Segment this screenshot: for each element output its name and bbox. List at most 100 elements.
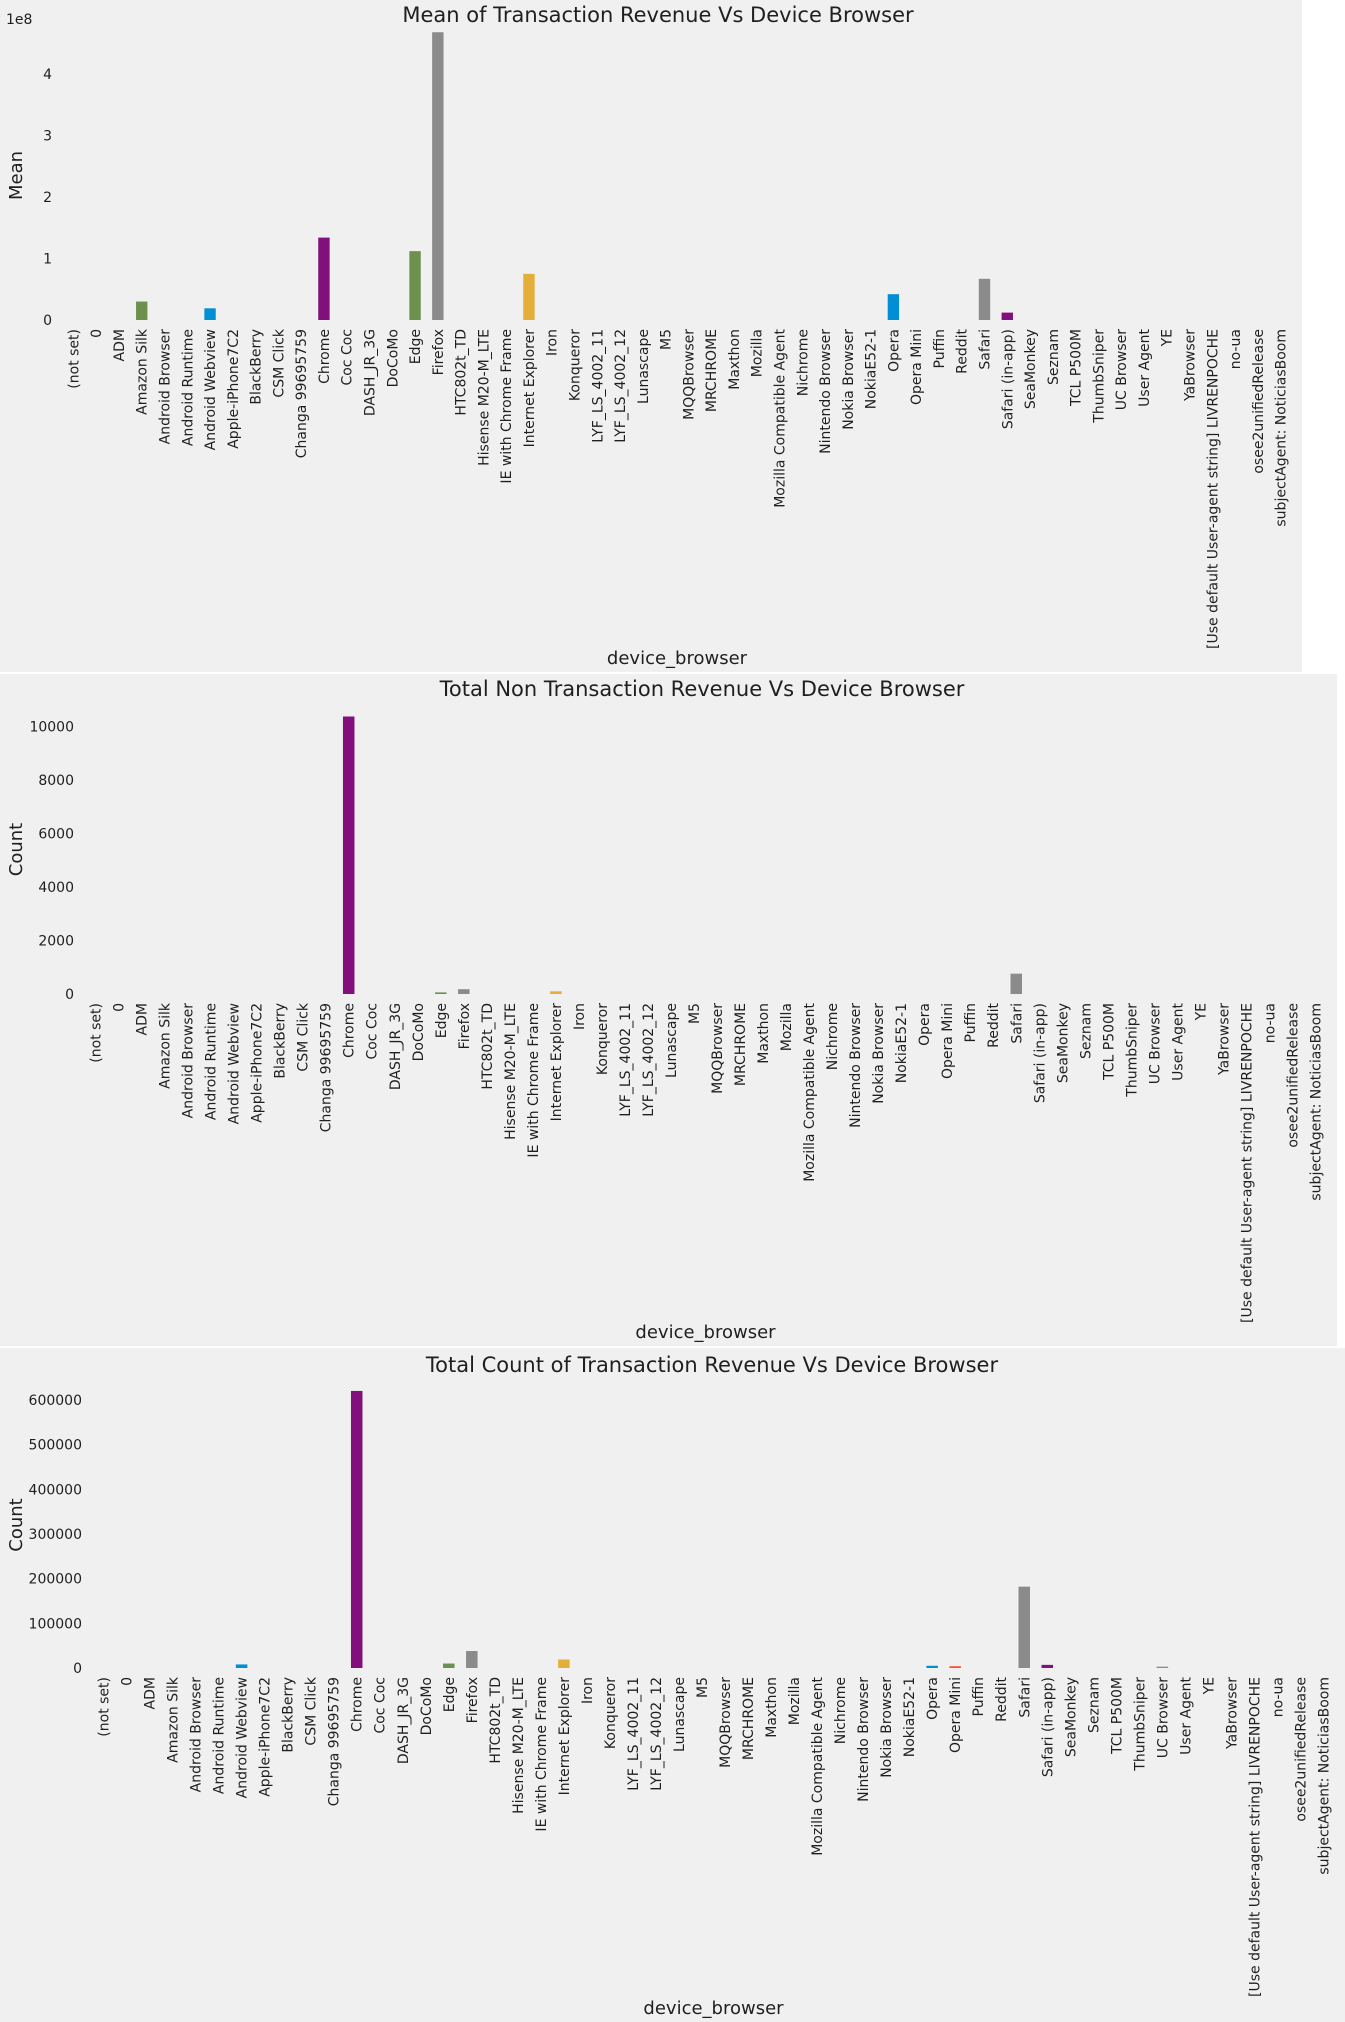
x-tick-label: Safari (in-app)	[1032, 1003, 1048, 1103]
x-tick-label: Chrome	[350, 1677, 366, 1732]
x-tick-label: Seznam	[1046, 329, 1062, 385]
y-tick-label: 3	[43, 129, 52, 145]
y-tick-label: 10000	[29, 719, 74, 735]
x-tick-label: Safari	[1009, 1003, 1025, 1044]
x-tick-label: CSM Click	[304, 1676, 320, 1745]
x-tick-label: subjectAgent: NoticiasBoom	[1308, 1003, 1324, 1201]
chart-mean-transaction-revenue: Mean of Transaction Revenue Vs Device Br…	[6, 3, 1290, 669]
x-tick-label: Hisense M20-M_LTE	[511, 1677, 527, 1814]
bar-46	[1156, 1666, 1169, 1668]
x-tick-label: MQQBrowser	[718, 1677, 734, 1768]
bar-15	[443, 1663, 455, 1668]
x-tick-label: M5	[687, 1003, 703, 1024]
x-tick-label: NokiaE52-1	[864, 329, 880, 409]
bar-41	[1001, 312, 1013, 320]
x-tick-label: [Use default User-agent string] LIVRENPO…	[1247, 1677, 1263, 1997]
x-tick-label: Firefox	[457, 1003, 473, 1049]
x-tick-label: LYF_LS_4002_11	[618, 1003, 634, 1117]
x-tick-label: UC Browser	[1114, 329, 1130, 410]
x-tick-label: Android Browser	[181, 1003, 197, 1119]
x-tick-label: SeaMonkey	[1063, 1677, 1079, 1757]
chart-title: Total Count of Transaction Revenue Vs De…	[425, 1353, 999, 1377]
x-tick-label: HTC802t_TD	[480, 1003, 496, 1090]
x-tick-label: osee2unifiedRelease	[1293, 1677, 1309, 1822]
x-tick-label: Iron	[580, 1677, 596, 1704]
bar-11	[342, 716, 355, 994]
y-tick-label: 600000	[29, 1393, 82, 1409]
chart-non-transaction-revenue: Total Non Transaction Revenue Vs Device …	[6, 677, 1324, 1343]
bar-16	[458, 989, 470, 994]
x-tick-label: Changa 99695759	[327, 1677, 343, 1806]
x-tick-label: Mozilla Compatible Agent	[802, 1002, 818, 1181]
x-tick-label: NokiaE52-1	[894, 1003, 910, 1083]
x-tick-label: Nokia Browser	[879, 1677, 895, 1778]
bar-16	[432, 32, 444, 320]
bar-36	[887, 294, 900, 320]
x-tick-label: Edge	[442, 1677, 458, 1712]
x-tick-label: Mozilla	[750, 329, 766, 377]
bar-3	[136, 301, 148, 320]
x-tick-label: Safari (in-app)	[1040, 1677, 1056, 1777]
x-tick-label: (not set)	[66, 329, 82, 389]
y-tick-label: 0	[73, 1661, 82, 1677]
x-tick-label: Reddit	[955, 329, 971, 374]
x-tick-label: Amazon Silk	[166, 1676, 182, 1763]
x-tick-label: BlackBerry	[273, 1003, 289, 1079]
x-tick-label: subjectAgent: NoticiasBoom	[1316, 1677, 1332, 1875]
x-tick-label: LYF_LS_4002_12	[613, 329, 629, 443]
x-tick-label: 0	[120, 1677, 136, 1686]
x-tick-label: Edge	[434, 1003, 450, 1038]
y-tick-label: 0	[43, 313, 52, 329]
x-tick-label: MRCHROME	[733, 1003, 749, 1086]
x-tick-label: no-ua	[1228, 329, 1244, 369]
x-tick-label: Konqueror	[603, 1677, 619, 1749]
x-tick-label: Hisense M20-M_LTE	[503, 1003, 519, 1140]
bar-11	[318, 237, 330, 320]
x-tick-label: no-ua	[1262, 1003, 1278, 1043]
x-tick-label: Changa 99695759	[319, 1003, 335, 1132]
x-tick-label: (not set)	[97, 1677, 113, 1737]
chart-panel-non-transaction: Total Non Transaction Revenue Vs Device …	[0, 674, 1337, 1346]
x-tick-label: DASH_JR_3G	[388, 1003, 404, 1090]
x-tick-label: [Use default User-agent string] LIVRENPO…	[1205, 329, 1221, 649]
x-tick-label: HTC802t_TD	[454, 329, 470, 416]
x-tick-label: Opera	[925, 1677, 941, 1720]
x-tick-label: Android Runtime	[212, 1677, 228, 1794]
bar-11	[350, 1390, 363, 1668]
y-tick-label: 8000	[38, 773, 74, 789]
x-tick-label: Opera Mini	[948, 1677, 964, 1753]
x-tick-label: Nichrome	[825, 1003, 841, 1070]
bar-36	[926, 1665, 938, 1668]
x-tick-label: Chrome	[342, 1003, 358, 1058]
x-tick-label: Safari	[978, 329, 994, 370]
x-tick-label: Mozilla	[779, 1003, 795, 1051]
x-tick-label: Maxthon	[756, 1003, 772, 1064]
chart-panel-mean: Mean of Transaction Revenue Vs Device Br…	[0, 0, 1302, 672]
x-tick-label: DoCoMo	[385, 329, 401, 387]
x-tick-label: Amazon Silk	[158, 1002, 174, 1089]
x-tick-label: NokiaE52-1	[902, 1677, 918, 1757]
x-tick-label: ThumbSniper	[1091, 329, 1107, 424]
bar-40	[1018, 1586, 1031, 1668]
x-tick-label: Reddit	[994, 1677, 1010, 1722]
x-tick-label: Apple-iPhone7C2	[226, 329, 242, 449]
y-tick-label: 4000	[38, 880, 74, 896]
x-tick-label: LYF_LS_4002_12	[641, 1003, 657, 1117]
x-tick-label: Puffin	[932, 329, 948, 368]
x-tick-label: Opera Mini	[909, 329, 925, 405]
x-tick-label: ADM	[143, 1677, 159, 1709]
x-tick-label: Maxthon	[764, 1677, 780, 1738]
x-tick-label: Nokia Browser	[871, 1003, 887, 1104]
x-tick-label: Konqueror	[568, 329, 584, 401]
y-tick-label: 200000	[29, 1572, 82, 1588]
x-tick-label: Nintendo Browser	[818, 329, 834, 454]
x-tick-label: Puffin	[963, 1003, 979, 1042]
x-tick-label: SeaMonkey	[1023, 329, 1039, 409]
x-tick-label: YaBrowser	[1216, 1003, 1232, 1076]
x-tick-label: DASH_JR_3G	[363, 329, 379, 416]
x-tick-label: Internet Explorer	[522, 329, 538, 448]
x-tick-label: Firefox	[431, 329, 447, 375]
x-tick-label: Android Runtime	[204, 1003, 220, 1120]
x-tick-label: Changa 99695759	[294, 329, 310, 458]
x-tick-label: osee2unifiedRelease	[1251, 329, 1267, 474]
